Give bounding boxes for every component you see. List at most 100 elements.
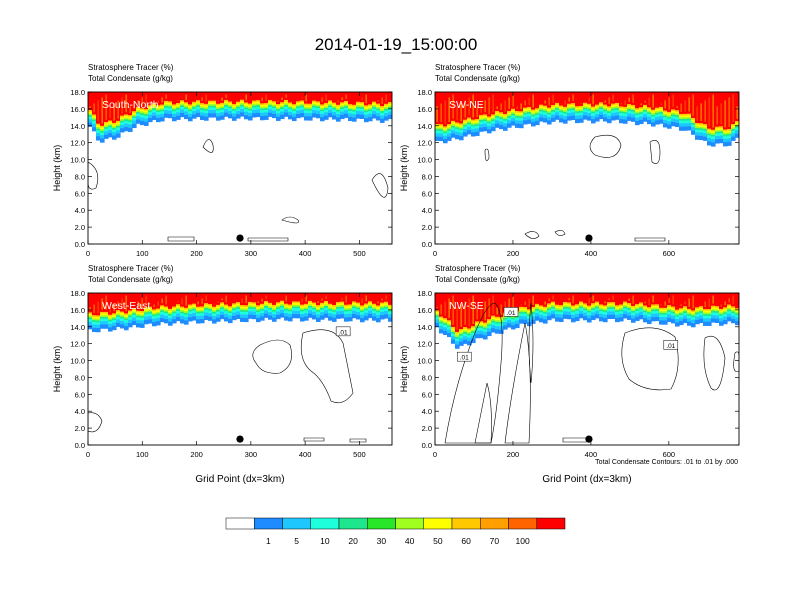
tracer-cell	[527, 308, 532, 311]
tracer-cell	[655, 107, 660, 110]
tracer-streak	[532, 295, 534, 305]
tracer-cell	[196, 309, 201, 312]
tracer-cell	[523, 293, 528, 308]
tracer-cell	[643, 117, 648, 122]
panel-header-line: Stratosphere Tracer (%)	[88, 63, 174, 72]
tracer-cell	[631, 308, 636, 311]
tracer-cell	[180, 104, 185, 108]
tracer-cell	[248, 304, 253, 307]
tracer-cell	[439, 319, 444, 322]
tracer-cell	[679, 309, 684, 312]
tracer-cell	[591, 307, 596, 310]
tracer-cell	[320, 116, 325, 122]
tracer-cell	[248, 106, 253, 109]
tracer-cell	[348, 92, 353, 105]
tracer-cell	[683, 305, 688, 308]
tracer-cell	[196, 315, 201, 320]
tracer-cell	[687, 315, 692, 319]
tracer-cell	[184, 320, 189, 325]
tracer-cell	[543, 308, 548, 311]
tracer-cell	[388, 106, 392, 109]
tracer-cell	[252, 100, 257, 103]
tracer-cell	[284, 306, 289, 309]
tracer-cell	[300, 103, 305, 106]
tracer-cell	[647, 106, 652, 109]
tracer-cell	[104, 130, 109, 135]
tracer-cell	[635, 316, 640, 321]
tracer-cell	[607, 110, 612, 114]
tracer-cell	[467, 117, 472, 120]
tracer-cell	[192, 303, 197, 306]
tracer-cell	[300, 316, 305, 322]
tracer-cell	[647, 119, 652, 125]
tracer-cell	[451, 333, 456, 337]
tracer-cell	[100, 138, 105, 143]
tracer-streak	[448, 97, 450, 122]
panel-label: NW-SE	[449, 300, 484, 312]
tracer-cell	[232, 306, 237, 309]
tracer-cell	[156, 311, 161, 314]
tracer-cell	[571, 104, 576, 107]
tracer-cell	[727, 310, 732, 314]
tracer-cell	[659, 320, 664, 325]
tracer-cell	[647, 111, 652, 115]
tracer-cell	[240, 99, 245, 102]
tracer-cell	[587, 105, 592, 108]
tracer-streak	[444, 301, 446, 317]
tracer-cell	[599, 101, 604, 104]
tracer-cell	[499, 115, 504, 118]
tracer-cell	[691, 313, 696, 316]
tracer-cell	[707, 129, 712, 132]
tracer-cell	[296, 107, 301, 111]
tracer-cell	[511, 120, 516, 126]
y-tick-label: 8.0	[75, 373, 85, 382]
tracer-cell	[148, 117, 153, 123]
tracer-cell	[204, 103, 209, 106]
tracer-cell	[264, 303, 269, 307]
tracer-cell	[188, 103, 193, 107]
tracer-streak	[472, 295, 474, 325]
tracer-cell	[228, 107, 233, 111]
tracer-cell	[495, 119, 500, 124]
tracer-cell	[483, 325, 488, 328]
tracer-cell	[695, 131, 700, 136]
tracer-streak	[640, 103, 642, 106]
tracer-cell	[691, 122, 696, 125]
tracer-streak	[644, 100, 646, 103]
tracer-cell	[735, 309, 739, 312]
tracer-cell	[96, 327, 101, 333]
tracer-cell	[224, 305, 229, 308]
tracer-cell	[687, 310, 692, 313]
tracer-cell	[679, 314, 684, 318]
tracer-cell	[563, 301, 568, 304]
tracer-cell	[168, 293, 173, 309]
tracer-cell	[296, 313, 301, 319]
tracer-cell	[543, 313, 548, 317]
tracer-cell	[224, 106, 229, 110]
tracer-cell	[435, 319, 440, 323]
tracer-cell	[256, 104, 261, 107]
tracer-cell	[475, 123, 480, 126]
tracer-streak	[217, 301, 219, 303]
tracer-cell	[208, 109, 213, 114]
x-tick-label: 100	[136, 450, 149, 459]
tracer-cell	[384, 308, 389, 311]
tracer-cell	[200, 312, 205, 316]
tracer-cell	[543, 110, 548, 113]
tracer-streak	[648, 97, 650, 106]
tracer-cell	[639, 311, 644, 316]
tracer-cell	[507, 119, 512, 124]
tracer-cell	[607, 308, 612, 312]
tracer-cell	[280, 303, 285, 306]
tracer-cell	[719, 311, 724, 314]
tracer-cell	[96, 135, 101, 141]
tracer-streak	[704, 301, 706, 307]
tracer-cell	[124, 115, 129, 118]
tracer-cell	[659, 92, 664, 107]
tracer-cell	[599, 309, 604, 312]
tracer-cell	[368, 103, 373, 107]
tracer-cell	[459, 128, 464, 131]
tracer-cell	[256, 101, 261, 104]
tracer-cell	[196, 92, 201, 101]
tracer-cell	[168, 92, 173, 102]
